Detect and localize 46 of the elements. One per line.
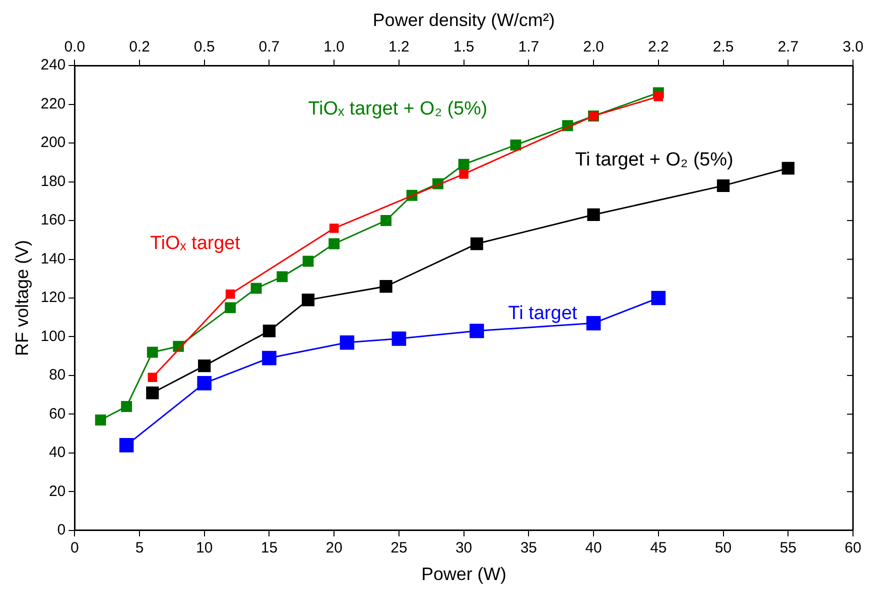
x-axis-title: Power (W) xyxy=(421,564,506,584)
y-tick-label: 240 xyxy=(40,56,66,74)
x2-tick-label: 2.0 xyxy=(583,38,604,56)
x2-tick-label: 2.7 xyxy=(778,38,799,56)
x-tick-label: 55 xyxy=(780,540,796,557)
y-tick-label: 140 xyxy=(40,250,66,268)
y-tick-label: 40 xyxy=(48,444,66,462)
y-tick-label: 120 xyxy=(40,289,66,306)
x-tick-label: 60 xyxy=(844,540,862,557)
x2-tick-label: 2.2 xyxy=(648,38,669,56)
x-tick-label: 30 xyxy=(455,540,472,557)
x2-tick-label: 1.7 xyxy=(518,38,540,56)
x-tick-label: 25 xyxy=(390,540,408,557)
y-tick-label: 200 xyxy=(40,134,66,152)
series-label: Ti target + O₂ (5%) xyxy=(575,150,734,171)
x-tick-label: 50 xyxy=(714,540,732,557)
x2-tick-label: 0.0 xyxy=(64,38,86,56)
x-tick-label: 5 xyxy=(135,540,144,557)
series-label: TiOₓ target xyxy=(150,233,241,254)
x-tick-label: 15 xyxy=(260,540,278,557)
y-tick-label: 60 xyxy=(48,405,66,422)
x-tick-label: 40 xyxy=(585,540,602,557)
x2-tick-label: 0.7 xyxy=(258,38,280,56)
x-tick-label: 10 xyxy=(196,540,213,557)
y-tick-label: 100 xyxy=(40,328,66,345)
x2-tick-label: 1.2 xyxy=(388,38,410,56)
x-tick-label: 35 xyxy=(520,540,538,557)
y-tick-label: 180 xyxy=(40,172,66,190)
x2-tick-label: 1.0 xyxy=(324,38,345,56)
x2-axis-title: Power density (W/cm²) xyxy=(372,10,555,30)
series-label: TiOₓ target + O₂ (5%) xyxy=(308,98,488,120)
y-tick-label: 20 xyxy=(48,482,66,500)
x2-tick-label: 0.2 xyxy=(129,38,150,56)
x-tick-label: 0 xyxy=(70,540,79,557)
y-tick-label: 80 xyxy=(48,366,66,384)
x-tick-label: 45 xyxy=(650,540,667,557)
y-tick-label: 0 xyxy=(57,522,66,539)
y-axis-title: RF voltage (V) xyxy=(12,240,32,356)
x2-tick-label: 2.5 xyxy=(712,38,734,56)
y-tick-label: 220 xyxy=(40,95,66,112)
x2-tick-label: 0.5 xyxy=(194,38,215,56)
x2-tick-label: 3.0 xyxy=(842,38,864,56)
series-label: Ti target xyxy=(508,302,578,324)
y-tick-label: 160 xyxy=(40,212,66,229)
x2-tick-label: 1.5 xyxy=(453,38,474,56)
x-tick-label: 20 xyxy=(326,540,342,557)
